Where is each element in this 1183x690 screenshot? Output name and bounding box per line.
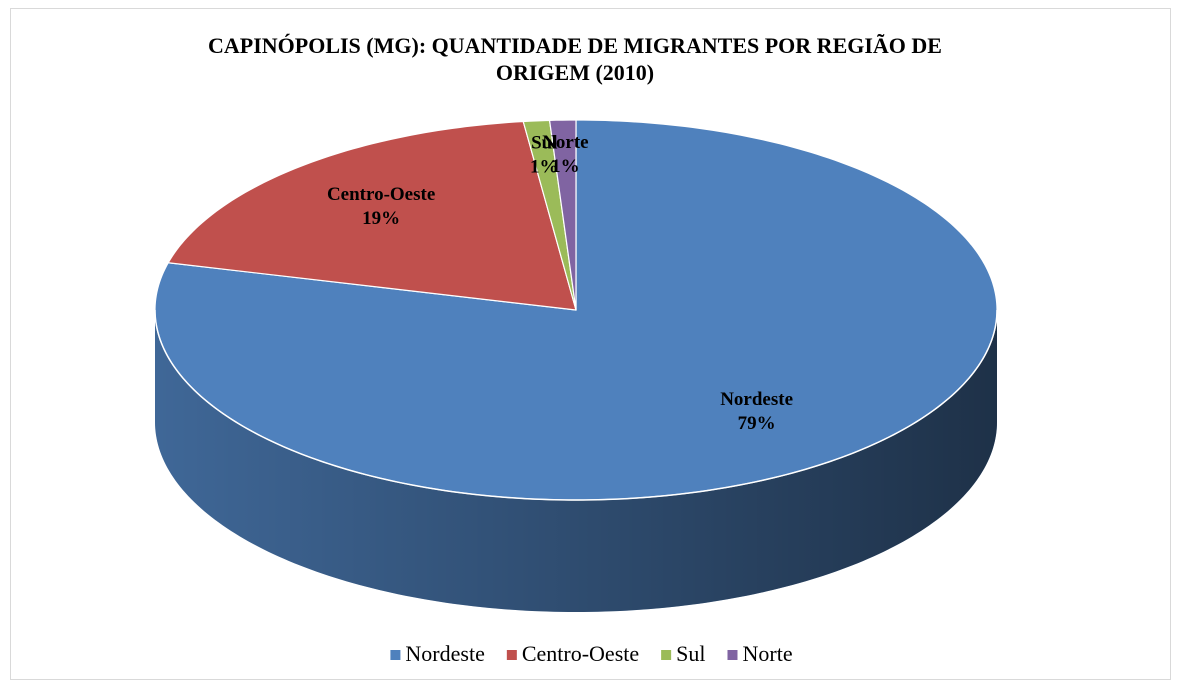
chart-title: CAPINÓPOLIS (MG): QUANTIDADE DE MIGRANTE… (208, 33, 942, 85)
data-label: Sul 1% (530, 133, 559, 178)
slice-side-shade (155, 310, 997, 612)
legend-swatch (390, 650, 401, 660)
legend-label: Nordeste (405, 641, 484, 666)
data-label: Norte 1% (542, 132, 588, 177)
legend-swatch (506, 650, 517, 660)
legend-label: Centro-Oeste (522, 641, 639, 666)
chart-frame (10, 8, 1171, 680)
slice (167, 120, 577, 311)
data-label-value: 1% (551, 156, 580, 177)
slice (548, 119, 577, 311)
data-label: Centro-Oeste 19% (327, 184, 435, 229)
rim (154, 309, 998, 501)
data-label: Nordeste 79% (720, 389, 793, 434)
data-label-value: 19% (362, 208, 400, 229)
legend-label: Sul (676, 641, 705, 666)
data-label-value: 79% (738, 413, 776, 434)
data-label-value: 1% (530, 157, 559, 178)
legend-label: Norte (742, 641, 792, 666)
legend-swatch (727, 650, 738, 660)
legend: Nordeste Centro-Oeste Sul Norte (390, 641, 793, 666)
data-label-category: Nordeste (720, 389, 793, 410)
data-label-category: Norte (542, 132, 588, 153)
data-label-category: Sul (531, 133, 557, 154)
legend-swatch (661, 650, 672, 660)
data-label-category: Centro-Oeste (327, 184, 435, 205)
